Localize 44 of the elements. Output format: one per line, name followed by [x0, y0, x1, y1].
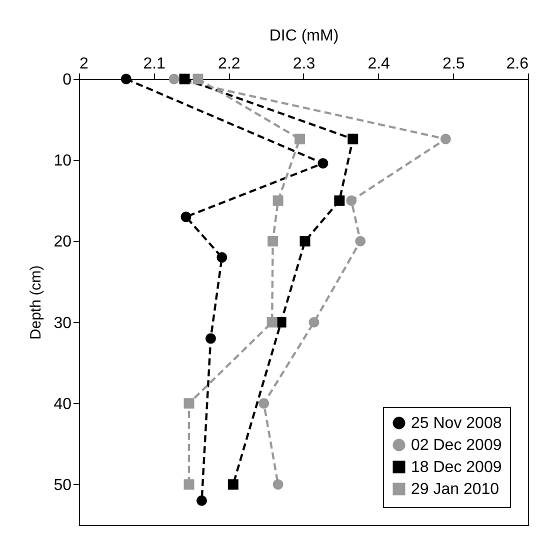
- legend-label: 18 Dec 2009: [411, 459, 502, 476]
- point: [355, 236, 366, 246]
- point: [348, 134, 358, 144]
- point: [192, 74, 204, 84]
- x-tick-label: 2.2: [218, 56, 240, 72]
- x-axis-title: DIC (mM): [269, 28, 339, 44]
- legend-label: 29 Jan 2010: [411, 481, 500, 498]
- y-tick-label: 10: [54, 152, 72, 170]
- point: [180, 212, 192, 222]
- point: [272, 195, 284, 206]
- point: [216, 252, 228, 263]
- x-tick-label: 2.6: [506, 56, 529, 72]
- point: [266, 317, 278, 328]
- point: [120, 74, 132, 84]
- point: [168, 74, 180, 84]
- point: [268, 236, 278, 246]
- y-tick-label: 50: [54, 476, 72, 494]
- point: [318, 158, 328, 169]
- x-tick-label: 2.3: [292, 56, 316, 72]
- y-tick-label: 0: [62, 72, 72, 88]
- legend-label: 02 Dec 2009: [411, 437, 502, 454]
- point: [294, 134, 305, 144]
- point: [258, 398, 270, 409]
- x-tick-label: 2.1: [143, 56, 166, 72]
- point: [228, 479, 238, 490]
- y-tick-label: 30: [54, 314, 72, 332]
- point: [272, 479, 284, 490]
- point: [308, 317, 320, 328]
- x-tick-label: 2.5: [442, 56, 465, 72]
- point: [184, 398, 194, 409]
- point: [196, 495, 207, 506]
- point: [440, 134, 451, 144]
- point: [205, 333, 216, 344]
- y-tick-label: 40: [54, 396, 72, 413]
- x-tick-label: 2.4: [368, 56, 390, 72]
- legend-label: 25 Nov 2008: [411, 415, 502, 432]
- y-axis-title: Depth (cm): [28, 265, 45, 340]
- x-tick-label: 2: [80, 56, 88, 72]
- point: [346, 195, 357, 206]
- y-tick-label: 20: [54, 234, 72, 251]
- point: [184, 479, 194, 490]
- point: [300, 236, 310, 246]
- point: [179, 74, 190, 84]
- point: [334, 195, 345, 206]
